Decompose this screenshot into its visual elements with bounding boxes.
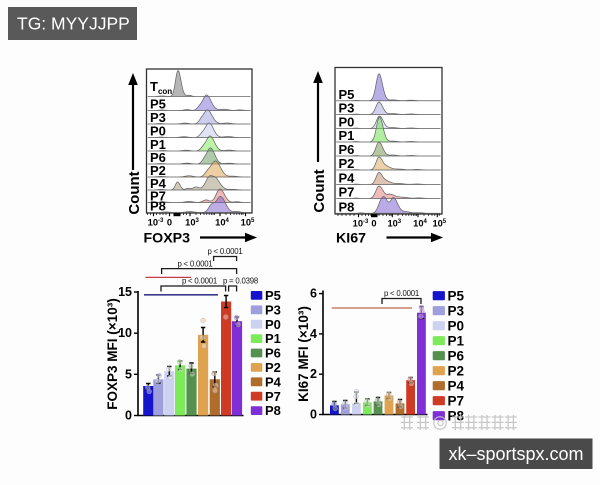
svg-text:Count: Count: [126, 171, 143, 214]
svg-text:10-3: 10-3: [353, 219, 369, 229]
svg-text:P0: P0: [339, 115, 355, 130]
svg-text:P7: P7: [265, 389, 281, 404]
svg-text:FOXP3: FOXP3: [144, 231, 191, 247]
svg-text:P2: P2: [265, 360, 281, 375]
svg-text:P4: P4: [265, 374, 282, 389]
svg-text:p < 0.0001: p < 0.0001: [177, 259, 212, 268]
svg-text:P0: P0: [265, 317, 281, 332]
svg-text:4: 4: [310, 327, 317, 341]
svg-text:P0: P0: [150, 124, 166, 139]
svg-text:xk–sportspx.com: xk–sportspx.com: [448, 444, 583, 464]
svg-text:p < 0.0001: p < 0.0001: [384, 289, 419, 298]
svg-text:P7: P7: [339, 185, 355, 200]
svg-text:P5: P5: [448, 289, 465, 304]
svg-text:P3: P3: [265, 302, 281, 317]
svg-text:0: 0: [310, 408, 317, 422]
svg-text:104: 104: [215, 218, 229, 228]
svg-text:Count: Count: [311, 169, 328, 212]
svg-text:P2: P2: [339, 156, 355, 171]
svg-text:5: 5: [125, 367, 132, 381]
svg-text:P1: P1: [339, 128, 355, 143]
svg-text:TG: MYYJJPP: TG: MYYJJPP: [17, 14, 130, 34]
svg-text:P6: P6: [448, 349, 465, 364]
svg-text:P7: P7: [150, 189, 166, 204]
svg-text:0: 0: [371, 219, 376, 229]
svg-text:P5: P5: [339, 87, 355, 102]
svg-text:p < 0.0001: p < 0.0001: [207, 247, 242, 256]
svg-text:P3: P3: [150, 110, 166, 125]
svg-text:P4: P4: [150, 176, 167, 191]
svg-text:p < 0.0001: p < 0.0001: [182, 276, 217, 285]
svg-text:FOXP3 MFI (×10³): FOXP3 MFI (×10³): [105, 298, 120, 409]
svg-text:0: 0: [125, 409, 132, 423]
svg-text:15: 15: [118, 285, 132, 299]
svg-text:P0: P0: [448, 319, 465, 334]
svg-text:P3: P3: [339, 101, 355, 116]
svg-text:P7: P7: [448, 394, 465, 409]
svg-text:P2: P2: [448, 364, 465, 379]
svg-text:KI67: KI67: [336, 231, 366, 247]
svg-text:10: 10: [118, 326, 132, 340]
svg-text:P5: P5: [150, 97, 166, 112]
svg-text:P8: P8: [448, 409, 465, 424]
svg-text:P8: P8: [150, 199, 166, 214]
svg-text:P1: P1: [150, 137, 166, 152]
svg-text:P8: P8: [339, 199, 355, 214]
svg-text:P4: P4: [448, 379, 465, 394]
svg-text:KI67 MFI (×10³): KI67 MFI (×10³): [296, 306, 311, 402]
svg-text:105: 105: [432, 219, 446, 229]
svg-text:P6: P6: [339, 142, 355, 157]
svg-text:P1: P1: [265, 331, 281, 346]
svg-text:104: 104: [413, 219, 427, 229]
svg-text:P5: P5: [265, 288, 281, 303]
svg-text:P1: P1: [448, 334, 465, 349]
svg-text:P4: P4: [339, 171, 356, 186]
svg-text:P2: P2: [150, 163, 166, 178]
svg-text:103: 103: [387, 219, 401, 229]
svg-text:103: 103: [185, 218, 199, 228]
svg-text:10-3: 10-3: [148, 218, 164, 228]
svg-text:p = 0.0398: p = 0.0398: [223, 276, 258, 285]
svg-text:105: 105: [241, 218, 255, 228]
svg-text:0: 0: [167, 218, 172, 228]
svg-text:2: 2: [310, 367, 317, 381]
svg-text:P6: P6: [265, 346, 281, 361]
svg-text:6: 6: [310, 287, 317, 301]
svg-text:P3: P3: [448, 304, 465, 319]
svg-text:P8: P8: [265, 403, 281, 418]
svg-text:P6: P6: [150, 150, 166, 165]
